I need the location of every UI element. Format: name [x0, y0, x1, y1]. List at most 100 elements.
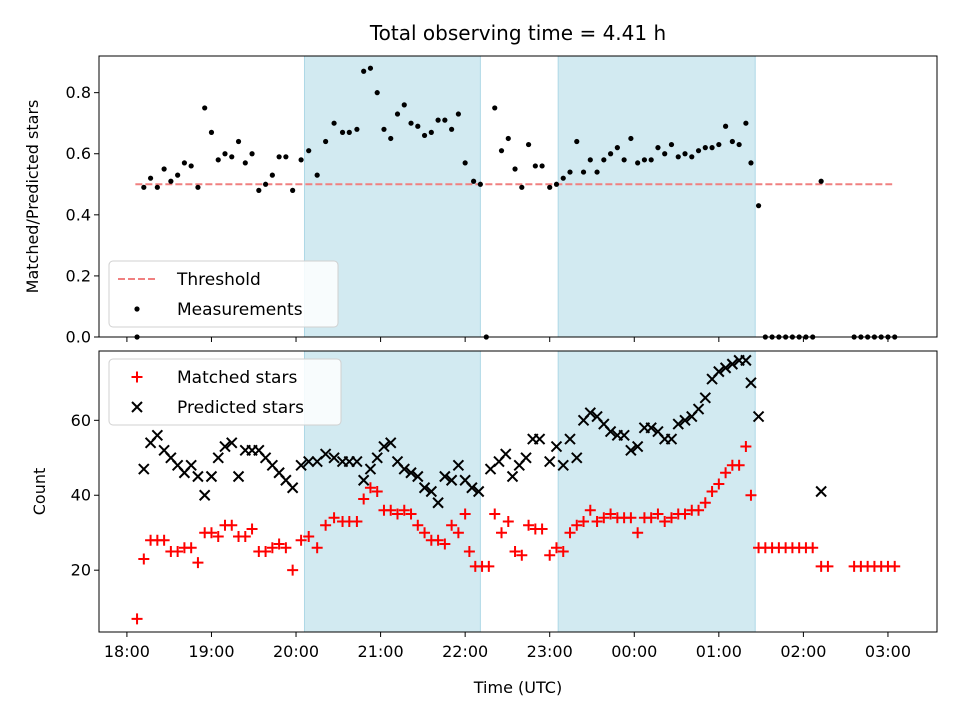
data-point [161, 166, 167, 172]
legend-label: Matched stars [177, 368, 297, 388]
data-point [519, 184, 525, 190]
data-point [483, 560, 495, 572]
data-point [141, 184, 147, 190]
data-point [295, 534, 307, 546]
data-point [442, 117, 448, 123]
data-point [625, 512, 637, 524]
data-point [358, 493, 370, 505]
shaded-interval-2 [557, 350, 756, 633]
data-point [459, 508, 471, 520]
legend-box [108, 358, 342, 426]
data-point [351, 455, 363, 468]
data-point [736, 141, 742, 148]
x-tick-label: 00:00 [611, 642, 657, 661]
data-point [371, 486, 383, 497]
data-point [614, 145, 620, 151]
data-point [392, 508, 404, 520]
data-point [303, 455, 315, 468]
data-point [547, 184, 553, 190]
series-measurements [134, 65, 898, 340]
data-point [239, 530, 251, 542]
data-point [632, 527, 644, 539]
data-point [319, 448, 332, 460]
data-point [283, 154, 289, 160]
data-point [679, 414, 691, 427]
data-point [298, 157, 304, 163]
data-point [645, 512, 657, 524]
data-point [262, 181, 269, 187]
data-point [192, 557, 204, 569]
data-point [571, 452, 583, 464]
data-point [564, 433, 576, 445]
data-point [303, 530, 315, 542]
data-point [226, 519, 238, 531]
data-point [477, 181, 483, 187]
data-point [539, 163, 545, 169]
data-point [158, 534, 170, 546]
shaded-interval-2 [557, 55, 756, 338]
data-point [256, 187, 262, 193]
data-point [408, 120, 414, 126]
data-point [421, 132, 428, 139]
data-point [331, 120, 337, 126]
data-point [439, 538, 451, 550]
data-point [557, 459, 569, 471]
data-point [733, 459, 745, 471]
data-point [432, 497, 444, 509]
data-point [815, 485, 827, 498]
y-axis-label: Count [30, 468, 49, 516]
data-point [425, 485, 438, 498]
x-tick-label: 23:00 [527, 642, 573, 661]
data-point [692, 403, 705, 415]
legend: Threshold Measurements [108, 260, 339, 328]
data-point [249, 151, 255, 157]
x-tick-label: 02:00 [780, 642, 826, 661]
data-point [748, 160, 754, 166]
data-point [564, 527, 576, 539]
data-point [463, 545, 475, 557]
data-point [889, 560, 901, 572]
count-panel: 20 40 60 18:00 19:00 20:00 21:00 22:00 23:00 00:0… [30, 350, 938, 661]
data-point [202, 105, 208, 111]
data-point [822, 560, 834, 572]
data-point [720, 467, 732, 479]
data-point [131, 613, 143, 625]
data-point [339, 129, 346, 135]
data-point [412, 519, 424, 531]
data-point [295, 459, 307, 471]
data-point [185, 542, 197, 554]
data-point [755, 203, 762, 209]
data-point [557, 545, 569, 557]
data-point [659, 515, 671, 527]
y-tick-label: 0.6 [66, 144, 91, 163]
data-point [388, 135, 394, 142]
data-point [604, 425, 617, 438]
legend-label: Predicted stars [177, 398, 304, 418]
data-point [286, 482, 299, 494]
data-point [175, 172, 181, 178]
data-point [405, 508, 417, 520]
data-point [584, 504, 596, 516]
data-point [466, 482, 478, 494]
x-tick-label: 01:00 [696, 642, 742, 661]
data-point [185, 459, 197, 471]
data-point [195, 184, 201, 190]
data-point [693, 504, 705, 516]
data-point [553, 181, 560, 187]
legend: Matched stars Predicted stars [108, 358, 342, 426]
data-point [147, 175, 154, 181]
data-point [226, 437, 238, 449]
data-point [668, 141, 675, 148]
data-point [314, 172, 320, 178]
chart-title: Total observing time = 4.41 h [369, 21, 666, 45]
data-point [394, 111, 401, 117]
data-point [628, 135, 634, 142]
data-point [699, 497, 711, 509]
data-point [665, 512, 677, 524]
data-point [584, 407, 597, 419]
ratio-panel: 0.0 0.2 0.4 0.6 0.8 Matched/Predicted stars Th… [23, 55, 938, 347]
data-point [550, 440, 563, 453]
legend-swatch [131, 401, 143, 413]
data-point [645, 422, 657, 434]
data-point [743, 120, 749, 126]
